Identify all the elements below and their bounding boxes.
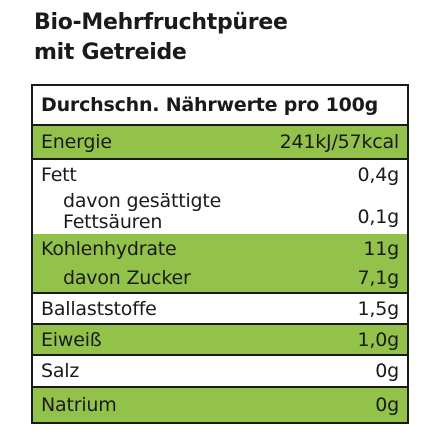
row-zucker: davon Zucker 7,1g [33, 264, 407, 292]
row-value: 7,1g [357, 267, 400, 289]
row-label: Eiweiß [41, 328, 102, 351]
row-label-line-2: Fettsäuren [63, 210, 163, 233]
row-label: davon gesättigte Fettsäuren [41, 189, 222, 233]
row-salz: Salz 0g [33, 354, 407, 386]
product-title: Bio-Mehrfruchtpüree mit Getreide [34, 8, 288, 68]
row-energie: Energie 241kJ/57kcal [33, 126, 407, 158]
row-label: Fett [41, 163, 77, 186]
row-value: 1,5g [357, 297, 400, 320]
nutrition-table: Durchschn. Nährwerte pro 100g Energie 24… [31, 84, 409, 424]
row-label: Natrium [41, 394, 117, 416]
row-label: Salz [41, 360, 80, 382]
product-title-line-2: mit Getreide [34, 40, 187, 65]
nutrition-table-header: Durchschn. Nährwerte pro 100g [33, 86, 407, 126]
row-value: 0g [375, 360, 399, 382]
row-value: 1,0g [357, 328, 400, 351]
row-ballaststoffe: Ballaststoffe 1,5g [33, 292, 407, 323]
row-fett: Fett 0,4g [33, 158, 407, 189]
row-gesaettigte-fettsaeuren: davon gesättigte Fettsäuren 0,1g [33, 189, 407, 234]
row-value: 241kJ/57kcal [279, 131, 400, 153]
row-value: 0,4g [357, 163, 400, 186]
row-kohlenhydrate: Kohlenhydrate 11g [33, 234, 407, 264]
row-eiweiss: Eiweiß 1,0g [33, 323, 407, 354]
row-label-line-1: davon gesättigte [63, 189, 222, 212]
row-label: davon Zucker [63, 267, 191, 289]
row-value: 11g [363, 238, 399, 260]
row-label: Ballaststoffe [41, 297, 157, 320]
row-value: 0g [375, 394, 399, 416]
row-value: 0,1g [357, 206, 400, 228]
product-title-line-1: Bio-Mehrfruchtpüree [34, 10, 288, 35]
row-label: Energie [41, 131, 112, 153]
row-natrium: Natrium 0g [33, 386, 407, 422]
row-label: Kohlenhydrate [41, 238, 177, 260]
